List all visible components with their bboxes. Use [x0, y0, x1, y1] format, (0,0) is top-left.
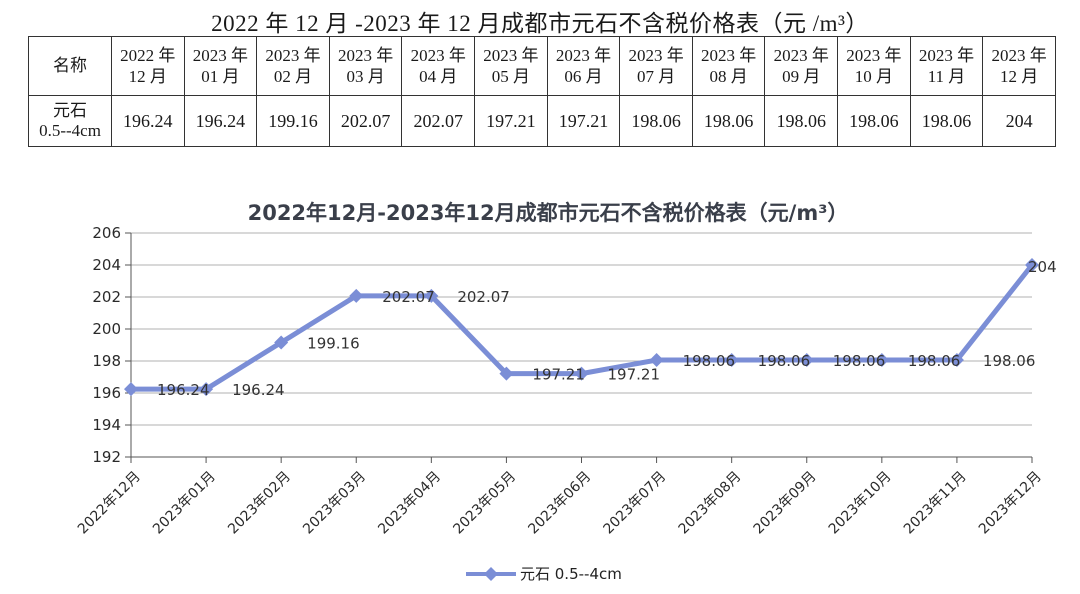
data-label: 197.21 — [608, 366, 661, 384]
x-tick-label: 2023年04月 — [375, 469, 444, 538]
data-point-marker — [1025, 258, 1039, 272]
table-header-label: 名称 — [28, 36, 112, 96]
table-header-month: 2023 年 06 月 — [546, 36, 621, 96]
data-labels: 196.24 196.24 199.16 202.07 202.07 197.21 197.… — [157, 258, 1057, 399]
table-cell: 198.06 — [619, 95, 693, 147]
data-point-marker — [124, 382, 138, 397]
table-cell: 198.06 — [691, 95, 766, 147]
data-label: 197.21 — [532, 366, 585, 384]
data-label: 196.24 — [232, 381, 284, 399]
y-tick-label: 198 — [92, 352, 121, 370]
data-point-marker — [349, 288, 364, 303]
data-point-marker — [724, 353, 739, 368]
y-tick-label: 204 — [92, 256, 121, 274]
y-axis-ticks: 192 194 196 198 200 202 204 206 — [92, 224, 131, 466]
table-header-month: 2023 年 04 月 — [401, 36, 476, 96]
data-point-marker — [199, 382, 214, 397]
table-cell: 198.06 — [909, 95, 984, 147]
y-tick-label: 200 — [92, 320, 121, 338]
data-point-marker — [874, 353, 889, 368]
data-point-marker — [799, 353, 814, 368]
x-tick-label: 2023年11月 — [901, 469, 970, 538]
table-header-month: 2023 年 02 月 — [256, 36, 330, 96]
x-tick-label: 2023年08月 — [676, 469, 745, 538]
chart-title: 2022年12月-2023年12月成都市元石不含税价格表（元/m³） — [248, 201, 849, 225]
data-label: 198.06 — [908, 352, 961, 370]
x-tick-label: 2022年12月 — [75, 469, 144, 538]
table-header-row: 名称 2022 年 12 月 2023 年 01 月 2023 年 02 月 2023… — [28, 36, 1056, 96]
table-header-month: 2023 年 03 月 — [328, 36, 403, 96]
table-cell: 197.21 — [546, 95, 621, 147]
table-cell: 202.07 — [401, 95, 476, 147]
data-label: 198.06 — [983, 352, 1036, 370]
y-tick-label: 206 — [92, 224, 121, 242]
table-cell: 196.24 — [183, 95, 258, 147]
y-tick-label: 202 — [92, 288, 121, 306]
price-table: 名称 2022 年 12 月 2023 年 01 月 2023 年 02 月 2023… — [28, 36, 1056, 147]
data-point-marker — [649, 353, 664, 368]
x-tick-label: 2023年12月 — [976, 469, 1045, 538]
x-tick-label: 2023年06月 — [525, 469, 594, 538]
data-point-marker — [274, 335, 289, 350]
x-tick-label: 2023年09月 — [751, 469, 820, 538]
table-header-month: 2022 年 12 月 — [111, 36, 185, 96]
chart-axes — [130, 233, 1032, 458]
data-point-marker — [949, 353, 964, 368]
x-axis-ticks: 2022年12月 2023年01月 2023年02月 2023年03月 2023年04月… — [75, 457, 1045, 537]
data-label: 198.06 — [758, 352, 811, 370]
data-point-marker — [574, 366, 589, 381]
data-label: 198.06 — [833, 352, 886, 370]
table-header-month: 2023 年 11 月 — [909, 36, 984, 96]
table-header-month: 2023 年 07 月 — [619, 36, 693, 96]
y-tick-label: 192 — [92, 448, 121, 466]
data-label: 202.07 — [382, 288, 435, 306]
data-point-marker — [499, 366, 514, 381]
chart-series — [124, 258, 1039, 397]
data-label: 199.16 — [307, 334, 360, 352]
table-cell: 204 — [982, 95, 1056, 147]
table-cell: 199.16 — [256, 95, 330, 147]
chart-gridlines — [131, 232, 1032, 458]
table-cell: 198.06 — [837, 95, 911, 147]
table-header-month: 2023 年 08 月 — [691, 36, 766, 96]
y-tick-label: 196 — [92, 384, 121, 402]
x-tick-label: 2023年05月 — [450, 469, 519, 538]
x-tick-label: 2023年01月 — [150, 469, 219, 538]
x-tick-label: 2023年07月 — [601, 469, 670, 538]
table-header-month: 2023 年 12 月 — [982, 36, 1056, 96]
data-point-marker — [424, 288, 439, 303]
page-title: 2022 年 12 月 -2023 年 12 月成都市元石不含税价格表（元 /m… — [211, 11, 869, 36]
chart-legend: 元石 0.5--4cm — [466, 565, 622, 583]
x-tick-label: 2023年03月 — [300, 469, 369, 538]
table-row-label: 元石 0.5--4cm — [28, 95, 112, 147]
table-cell: 197.21 — [474, 95, 548, 147]
table-cell: 196.24 — [111, 95, 185, 147]
table-header-month: 2023 年 10 月 — [837, 36, 911, 96]
data-label: 202.07 — [457, 288, 510, 306]
data-label: 204 — [1028, 258, 1057, 276]
table-row: 元石 0.5--4cm 196.24 196.24 199.16 202.07 2… — [28, 95, 1056, 147]
data-label: 196.24 — [157, 381, 210, 399]
legend-label: 元石 0.5--4cm — [520, 565, 622, 583]
table-header-month: 2023 年 05 月 — [474, 36, 548, 96]
table-cell: 202.07 — [328, 95, 403, 147]
x-tick-label: 2023年02月 — [225, 469, 294, 538]
data-label: 198.06 — [683, 352, 736, 370]
x-tick-label: 2023年10月 — [826, 469, 895, 538]
y-tick-label: 194 — [92, 416, 121, 434]
legend-diamond-marker — [484, 567, 498, 581]
table-header-month: 2023 年 09 月 — [764, 36, 839, 96]
